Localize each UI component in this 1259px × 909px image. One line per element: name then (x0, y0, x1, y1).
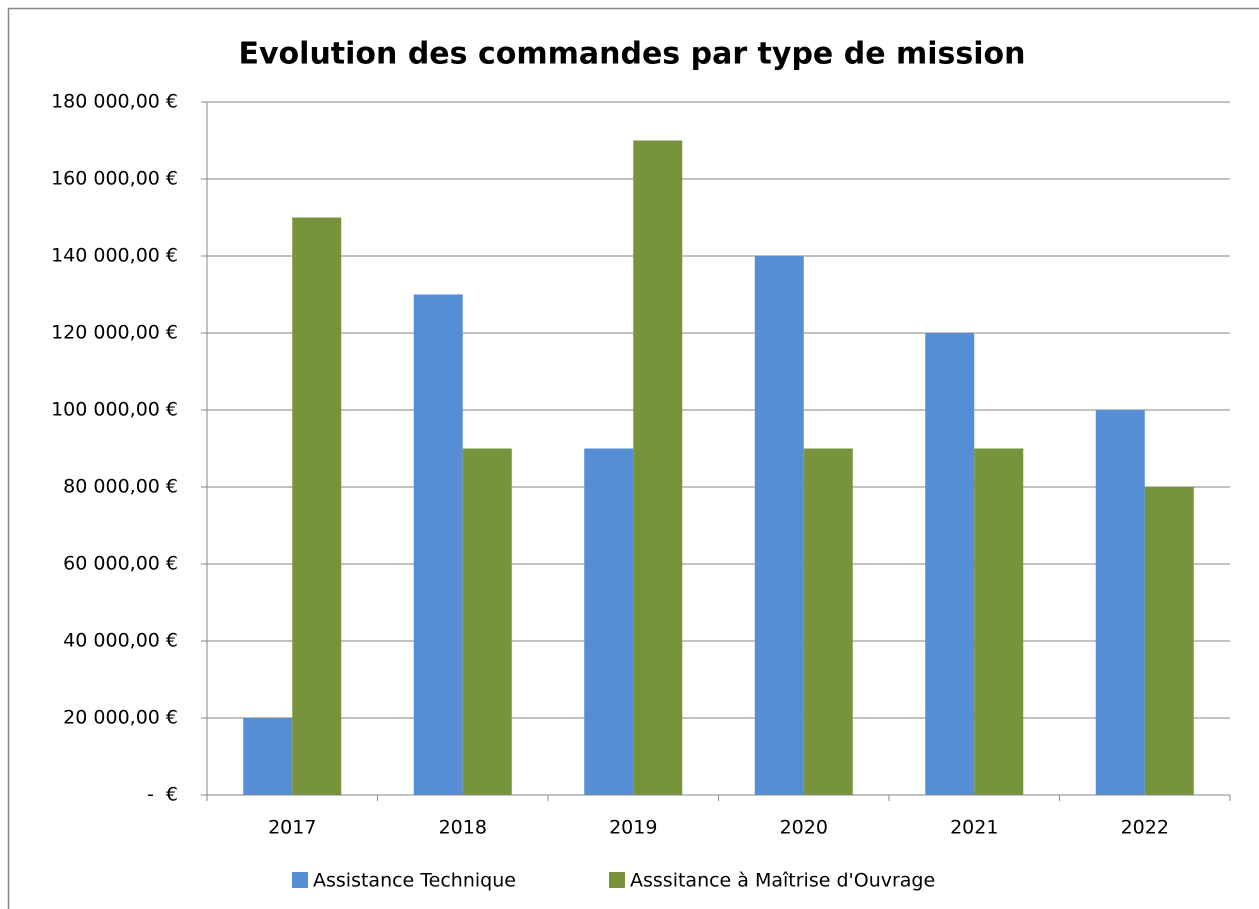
bar (243, 718, 293, 795)
bar (292, 217, 342, 795)
y-tick-label: 120 000,00 € (51, 322, 178, 344)
bar (754, 256, 804, 795)
x-tick-label: 2021 (950, 817, 998, 839)
y-tick-label: 60 000,00 € (63, 553, 178, 575)
y-tick-label: 20 000,00 € (63, 707, 178, 729)
y-tick-label: 100 000,00 € (51, 399, 178, 421)
bar (803, 448, 853, 795)
bar (462, 448, 512, 795)
bar (1144, 487, 1194, 795)
legend-swatch (292, 872, 308, 888)
x-tick-label: 2020 (780, 817, 828, 839)
y-tick-label: 180 000,00 € (51, 91, 178, 113)
x-tick-label: 2022 (1121, 817, 1169, 839)
bar (1095, 410, 1145, 795)
x-tick-label: 2018 (439, 817, 487, 839)
y-tick-label: - € (147, 784, 178, 806)
bar (584, 448, 634, 795)
bar (925, 333, 975, 795)
legend-label: Asssitance à Maîtrise d'Ouvrage (630, 870, 935, 892)
chart-title: Evolution des commandes par type de miss… (239, 37, 1026, 72)
bar (633, 140, 683, 795)
legend-swatch (609, 872, 625, 888)
x-tick-label: 2019 (609, 817, 657, 839)
y-tick-label: 80 000,00 € (63, 476, 178, 498)
legend-label: Assistance Technique (313, 870, 516, 892)
y-tick-label: 140 000,00 € (51, 245, 178, 267)
y-tick-label: 40 000,00 € (63, 630, 178, 652)
bar (413, 294, 463, 795)
bar (974, 448, 1024, 795)
y-tick-label: 160 000,00 € (51, 168, 178, 190)
x-tick-label: 2017 (268, 817, 316, 839)
